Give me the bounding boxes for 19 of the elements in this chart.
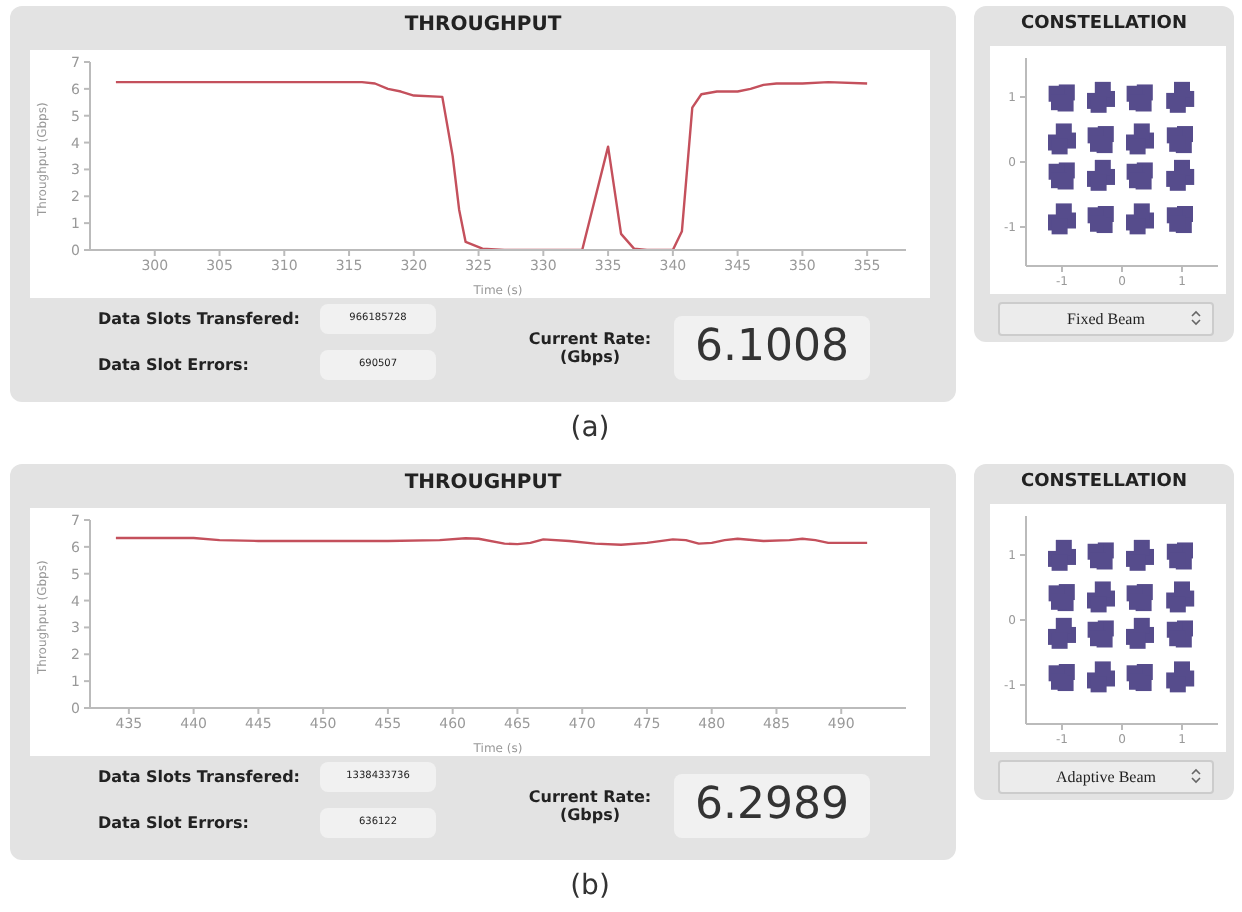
- text: Data Slots Transfered:: [98, 310, 300, 328]
- text: Data Slots Transfered:: [98, 768, 300, 786]
- text: Current Rate:: [526, 330, 654, 348]
- chart-title: CONSTELLATION: [1019, 472, 1189, 492]
- text: Current Rate:: [526, 788, 654, 806]
- text: (a): [568, 412, 612, 444]
- chart-title: CONSTELLATION: [1019, 14, 1189, 34]
- text: Data Slot Errors:: [98, 814, 249, 832]
- chart-title: THROUGHPUT: [402, 14, 564, 36]
- line-series: [114, 80, 869, 250]
- dropdown-field: Fixed Beam: [998, 302, 1214, 336]
- text: (b): [568, 870, 612, 902]
- text: 6.1008: [674, 316, 870, 380]
- text: 6.2989: [674, 774, 870, 838]
- text: Data Slot Errors:: [98, 356, 249, 374]
- chart-title: THROUGHPUT: [402, 472, 564, 494]
- dropdown-field: Adaptive Beam: [998, 760, 1214, 794]
- text: (Gbps): [557, 348, 623, 366]
- text: (Gbps): [557, 806, 623, 824]
